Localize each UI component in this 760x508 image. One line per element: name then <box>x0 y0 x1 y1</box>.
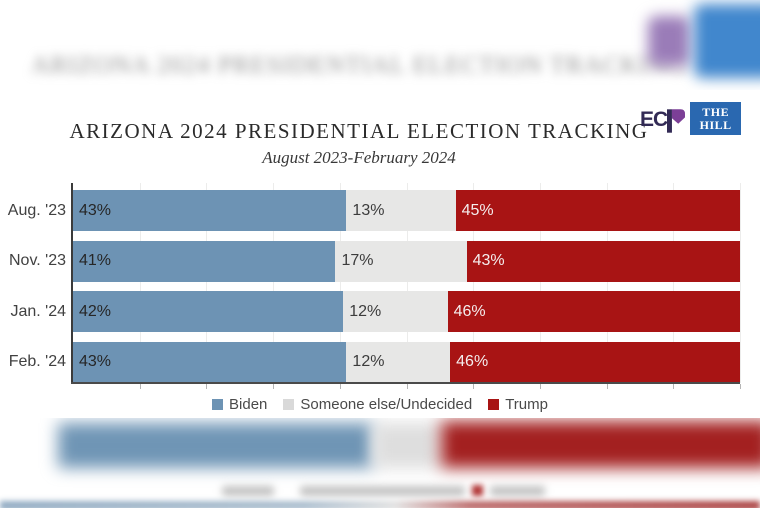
chart-title: ARIZONA 2024 PRESIDENTIAL ELECTION TRACK… <box>69 119 649 143</box>
gridline <box>206 183 208 383</box>
axis-tick <box>673 384 675 389</box>
bar-segment: 43% <box>466 240 740 282</box>
chart-subtitle: August 2023-February 2024 <box>262 148 456 167</box>
gridlines <box>73 183 741 383</box>
bar-value-label: 46% <box>453 302 486 320</box>
bar-value-label: 45% <box>461 201 494 219</box>
chart-legend: Biden Someone else/Undecided Trump <box>0 396 760 413</box>
bar-row: Aug. '23 43% 13% 45% <box>0 190 740 231</box>
gridline <box>539 183 541 383</box>
gridline <box>473 183 475 383</box>
x-axis-line <box>71 382 740 384</box>
blurred-undecided-bar <box>373 423 441 468</box>
bar-segment: 12% <box>346 341 451 383</box>
gridline <box>606 183 608 383</box>
bar-track: 42% 12% 46% <box>73 291 740 332</box>
chart-card: ARIZONA 2024 PRESIDENTIAL ELECTION TRACK… <box>0 90 760 418</box>
chart-header: ARIZONA 2024 PRESIDENTIAL ELECTION TRACK… <box>0 116 718 170</box>
bar-chart-plot: Aug. '23 43% 13% 45% Nov. '23 41% 17% 43% Jan. '… <box>0 183 760 389</box>
axis-tick <box>473 384 475 389</box>
category-label: Feb. '24 <box>8 353 66 370</box>
gridline <box>339 183 341 383</box>
category-label: Jan. '24 <box>10 302 66 320</box>
y-axis-line <box>71 183 73 384</box>
bar-row: Nov. '23 41% 17% 43% <box>0 240 740 282</box>
gridline <box>273 183 275 383</box>
legend-item: Trump <box>488 396 548 413</box>
bar-row: Feb. '24 43% 12% 46% <box>0 341 740 383</box>
legend-item: Someone else/Undecided <box>283 396 472 413</box>
bar-value-label: 12% <box>352 353 385 370</box>
x-axis-ticks <box>73 384 741 390</box>
legend-item: Biden <box>212 396 267 413</box>
category-label: Aug. '23 <box>7 201 66 219</box>
gridline <box>139 183 141 383</box>
legend-swatch <box>283 399 295 410</box>
bar-segment: 43% <box>73 190 347 231</box>
blurred-legend-fragment <box>490 486 545 496</box>
bar-row: Jan. '24 42% 12% 46% <box>0 291 740 332</box>
bar-segment: 46% <box>447 291 740 332</box>
blurred-legend-fragment <box>300 486 465 496</box>
blurred-legend-fragment <box>222 486 274 496</box>
legend-swatch <box>212 399 224 410</box>
bar-rows: Aug. '23 43% 13% 45% Nov. '23 41% 17% 43% Jan. '… <box>0 190 740 383</box>
the-hill-logo-line2: HILL <box>699 118 732 132</box>
bar-segment: 13% <box>346 190 456 231</box>
bar-track: 41% 17% 43% <box>73 240 740 282</box>
bar-segment: 12% <box>343 291 448 332</box>
the-hill-logo: THE HILL <box>690 102 742 135</box>
ecp-logo: EC <box>640 108 686 133</box>
ecp-p-icon <box>667 109 686 133</box>
blurred-title-text: ARIZONA 2024 PRESIDENTIAL ELECTION TRACK… <box>31 52 687 79</box>
blurred-ecp-logo <box>648 16 690 66</box>
bar-value-label: 17% <box>341 252 374 269</box>
logo-group: EC THE HILL <box>640 102 742 135</box>
axis-tick <box>273 384 275 389</box>
bar-segment: 17% <box>335 240 467 282</box>
bar-segment: 46% <box>450 341 740 383</box>
blurred-legend-swatch <box>472 485 483 496</box>
axis-tick <box>539 384 541 389</box>
bar-value-label: 12% <box>349 302 382 320</box>
axis-tick <box>740 384 741 389</box>
axis-tick <box>139 384 141 389</box>
blurred-trump-bar <box>441 421 760 468</box>
blurred-hill-logo <box>694 4 760 78</box>
legend-label: Someone else/Undecided <box>300 396 473 413</box>
bar-track: 43% 13% 45% <box>73 190 740 231</box>
bar-segment: 43% <box>73 341 347 383</box>
bar-value-label: 41% <box>79 252 112 269</box>
gridline <box>406 183 408 383</box>
bar-segment: 41% <box>73 240 336 282</box>
legend-label: Trump <box>505 396 548 413</box>
gridline <box>673 183 675 383</box>
bar-track: 43% 12% 46% <box>73 341 740 383</box>
the-hill-logo-line1: THE <box>702 105 730 119</box>
bar-value-label: 46% <box>456 353 489 370</box>
bar-value-label: 43% <box>472 252 505 269</box>
category-label: Nov. '23 <box>8 252 66 269</box>
bar-value-label: 43% <box>79 201 112 219</box>
legend-label: Biden <box>229 396 268 413</box>
ecp-logo-text: EC <box>640 108 668 131</box>
axis-tick <box>406 384 408 389</box>
axis-tick <box>206 384 208 389</box>
bar-value-label: 42% <box>79 302 112 320</box>
axis-tick <box>339 384 341 389</box>
bar-segment: 45% <box>455 190 740 231</box>
gridline <box>740 183 741 383</box>
legend-swatch <box>488 399 500 410</box>
blurred-bottom-bar <box>0 501 760 508</box>
bar-value-label: 13% <box>352 201 385 219</box>
blurred-biden-bar <box>58 423 373 468</box>
axis-tick <box>606 384 608 389</box>
bar-value-label: 43% <box>79 353 112 370</box>
bar-segment: 42% <box>73 291 344 332</box>
